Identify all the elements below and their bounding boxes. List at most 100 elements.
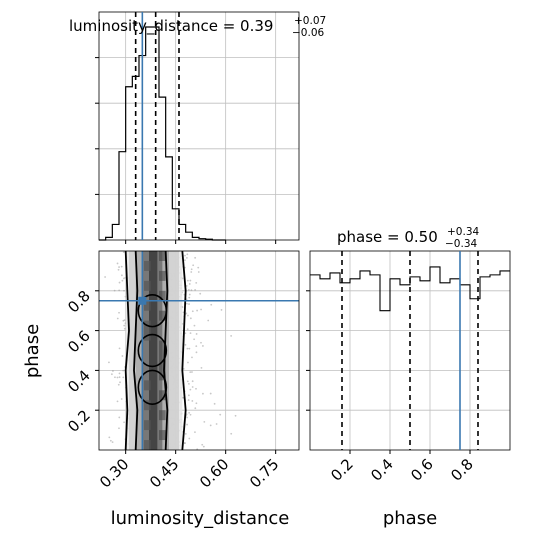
scatter-point [116,262,119,265]
density-cell [159,350,166,361]
density-cell [159,290,166,301]
hist-bar [480,277,490,450]
hist-bar [112,224,119,240]
hist-bar [310,275,320,450]
scatter-point [117,268,120,271]
scatter-point [89,423,91,425]
density-layer [83,251,299,450]
scatter-point [186,347,189,350]
scatter-point [122,369,125,372]
scatter-point [123,421,125,424]
x-tick-label: 0.4 [367,455,397,485]
panel-phase-hist: 0.2 0.4 0.6 0.8 [306,250,511,485]
hist-bar [410,277,420,450]
scatter-point [195,387,197,390]
x-tick-label: 0.45 [146,455,182,491]
scatter-point [118,427,120,430]
scatter-point [184,432,187,435]
hist-bar [126,87,133,240]
hist-bar [470,299,480,450]
scatter-point [193,324,196,327]
panel-frame [98,11,300,241]
scatter-point [87,275,89,277]
density-cell [144,420,151,431]
scatter-point [189,317,192,320]
scatter-point [93,260,95,262]
scatter-point [191,356,193,359]
scatter-point [195,402,198,405]
x-tick-label: 0.75 [246,455,282,491]
scatter-point [202,445,205,448]
title-main: luminosity_distance = 0.39 [69,17,273,36]
scatter-point [121,355,124,357]
density-cell [144,260,151,271]
hist-bar [370,275,380,450]
hist-step-line [99,26,226,241]
x-tick-label: 0.8 [447,455,477,485]
scatter-point [187,288,190,291]
scatter-point [188,383,190,385]
scatter-point [111,441,114,443]
scatter-point [200,367,203,369]
hist-bar [166,157,173,240]
scatter-point [197,271,200,273]
scatter-point [184,343,187,346]
scatter-point [114,376,116,379]
scatter-point [230,335,233,337]
scatter-point [83,259,85,261]
scatter-point [194,431,196,434]
scatter-point [187,399,190,401]
scatter-point [187,361,189,364]
scatter-point [190,289,193,292]
y-axis-label-phase: phase [22,324,43,378]
scatter-point [210,303,213,306]
scatter-point [122,251,125,254]
scatter-point [201,443,204,446]
scatter-point [83,322,85,324]
scatter-point [184,332,187,335]
scatter-point [195,351,198,354]
contour-line [163,251,169,450]
scatter-point [209,392,212,395]
scatter-point [207,319,210,322]
density-cell [159,360,166,371]
scatter-point [188,293,191,296]
density-cell [144,440,151,450]
density-cell [159,390,166,401]
density-cell [159,251,166,261]
title-minus: −0.34 [445,238,477,250]
scatter-point [202,345,204,347]
hist-bar [500,271,510,450]
scatter-point [188,347,191,350]
density-cell [159,310,166,321]
scatter-point [113,289,116,292]
scatter-point [194,407,197,410]
scatter-point [112,370,114,372]
scatter-point [185,257,188,259]
scatter-point [193,338,196,341]
hist-bar [430,267,440,450]
hist-bar [159,97,166,240]
title-main: phase = 0.50 [337,228,438,246]
panel-frame [98,250,300,451]
scatter-point [215,423,218,425]
x-tick-label: 0.60 [196,455,232,491]
scatter-point [192,264,195,267]
scatter-point [116,376,119,379]
scatter-point [118,347,121,350]
scatter-point [119,381,121,384]
scatter-point [118,289,121,292]
hist-bar [186,232,193,240]
scatter-point [120,265,123,268]
hist-bar [146,27,153,240]
scatter-point [189,413,192,416]
contour-blob [137,333,168,368]
hist-bar [450,279,460,450]
hist-bar [172,209,179,240]
scatter-point [190,271,193,273]
scatter-point [188,283,191,285]
title-luminosity-distance: luminosity_distance = 0.39 +0.07 −0.06 [69,15,326,39]
y-tick-label: 0.2 [64,406,94,436]
scatter-point [203,420,206,423]
density-cell [144,300,151,311]
